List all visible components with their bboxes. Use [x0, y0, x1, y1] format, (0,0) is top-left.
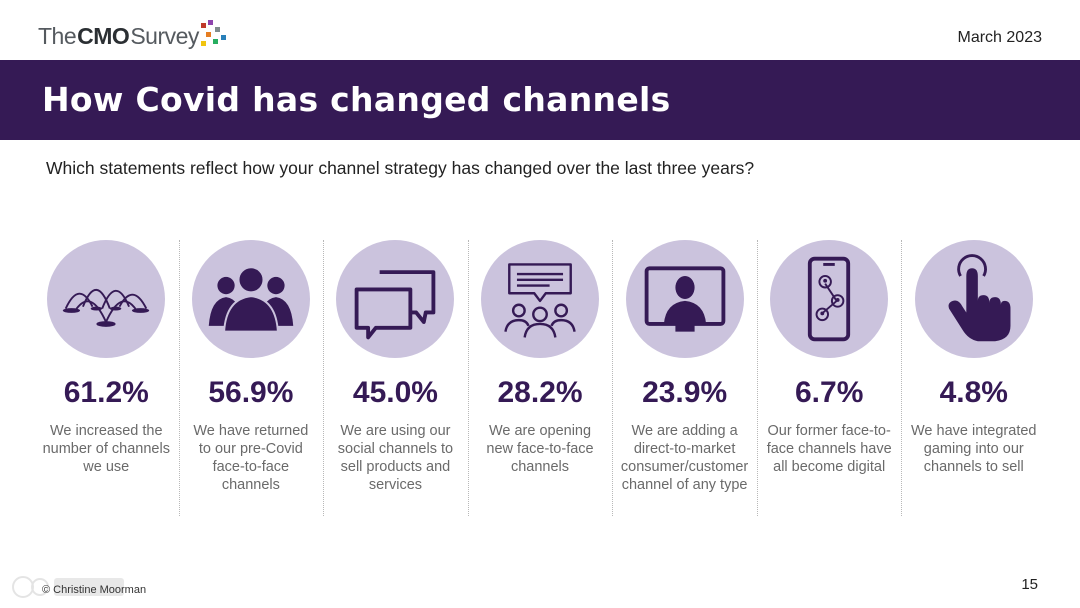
- stat-column: 6.7% Our former face-to-face channels ha…: [756, 240, 902, 516]
- page-title: How Covid has changed channels: [42, 80, 671, 119]
- stat-column: 23.9% We are adding a direct-to-market c…: [612, 240, 757, 516]
- people-group-icon: [208, 266, 294, 333]
- meeting-icon: [504, 263, 576, 338]
- stat-description: We are using our social channels to sell…: [337, 423, 454, 493]
- stat-column: 28.2% We are opening new face-to-face ch…: [467, 240, 613, 516]
- video-monitor-icon: [644, 266, 725, 332]
- stat-percent: 23.9%: [642, 376, 728, 409]
- stat-description: Our former face-to-face channels have al…: [766, 423, 892, 475]
- page-number: 15: [1021, 576, 1038, 593]
- report-date: March 2023: [957, 29, 1043, 46]
- icon-circle: [47, 240, 166, 358]
- icon-circle: [191, 240, 310, 358]
- stat-percent: 45.0%: [352, 376, 438, 409]
- stat-description: We increased the number of channels we u…: [42, 423, 170, 475]
- stat-percent: 56.9%: [208, 376, 294, 409]
- logo-cmo: CMO: [77, 23, 130, 49]
- stat-percent: 4.8%: [939, 376, 1008, 409]
- icon-circle: [914, 240, 1033, 358]
- stat-percent: 61.2%: [63, 376, 149, 409]
- icon-circle: [336, 240, 455, 358]
- stat-column: 4.8% We have integrated gaming into our …: [901, 240, 1046, 516]
- title-band: How Covid has changed channels: [0, 60, 1080, 140]
- stat-description: We have returned to our pre-Covid face-t…: [193, 423, 309, 493]
- fountain-icon: [63, 288, 150, 327]
- icon-circle: [770, 240, 889, 358]
- phone-network-icon: [808, 256, 851, 342]
- stat-column: 56.9% We have returned to our pre-Covid …: [178, 240, 324, 516]
- stat-description: We are opening new face-to-face channels: [486, 423, 594, 475]
- cmo-survey-logo: The CMO Survey: [38, 20, 235, 50]
- stat-description: We are adding a direct-to-market consume…: [620, 423, 749, 493]
- stat-description: We have integrated gaming into our chann…: [911, 423, 1037, 475]
- stat-percent: 6.7%: [794, 376, 864, 409]
- copyright: © Christine Moorman: [42, 584, 147, 596]
- logo-survey: Survey: [130, 23, 199, 49]
- statistics-row: 61.2% We increased the number of channel…: [34, 240, 1046, 516]
- pointing-hand-icon: [948, 254, 1011, 342]
- stat-percent: 28.2%: [497, 376, 583, 409]
- stat-column: 45.0% We are using our social channels t…: [323, 240, 468, 516]
- chat-bubbles-icon: [355, 270, 436, 340]
- logo-squares-icon: [200, 20, 235, 50]
- logo-the: The: [38, 23, 77, 49]
- icon-circle: [625, 240, 744, 358]
- stat-column: 61.2% We increased the number of channel…: [34, 240, 179, 516]
- watermark-icon: [10, 574, 130, 600]
- survey-question: Which statements reflect how your channe…: [46, 158, 755, 178]
- icon-circle: [481, 240, 600, 358]
